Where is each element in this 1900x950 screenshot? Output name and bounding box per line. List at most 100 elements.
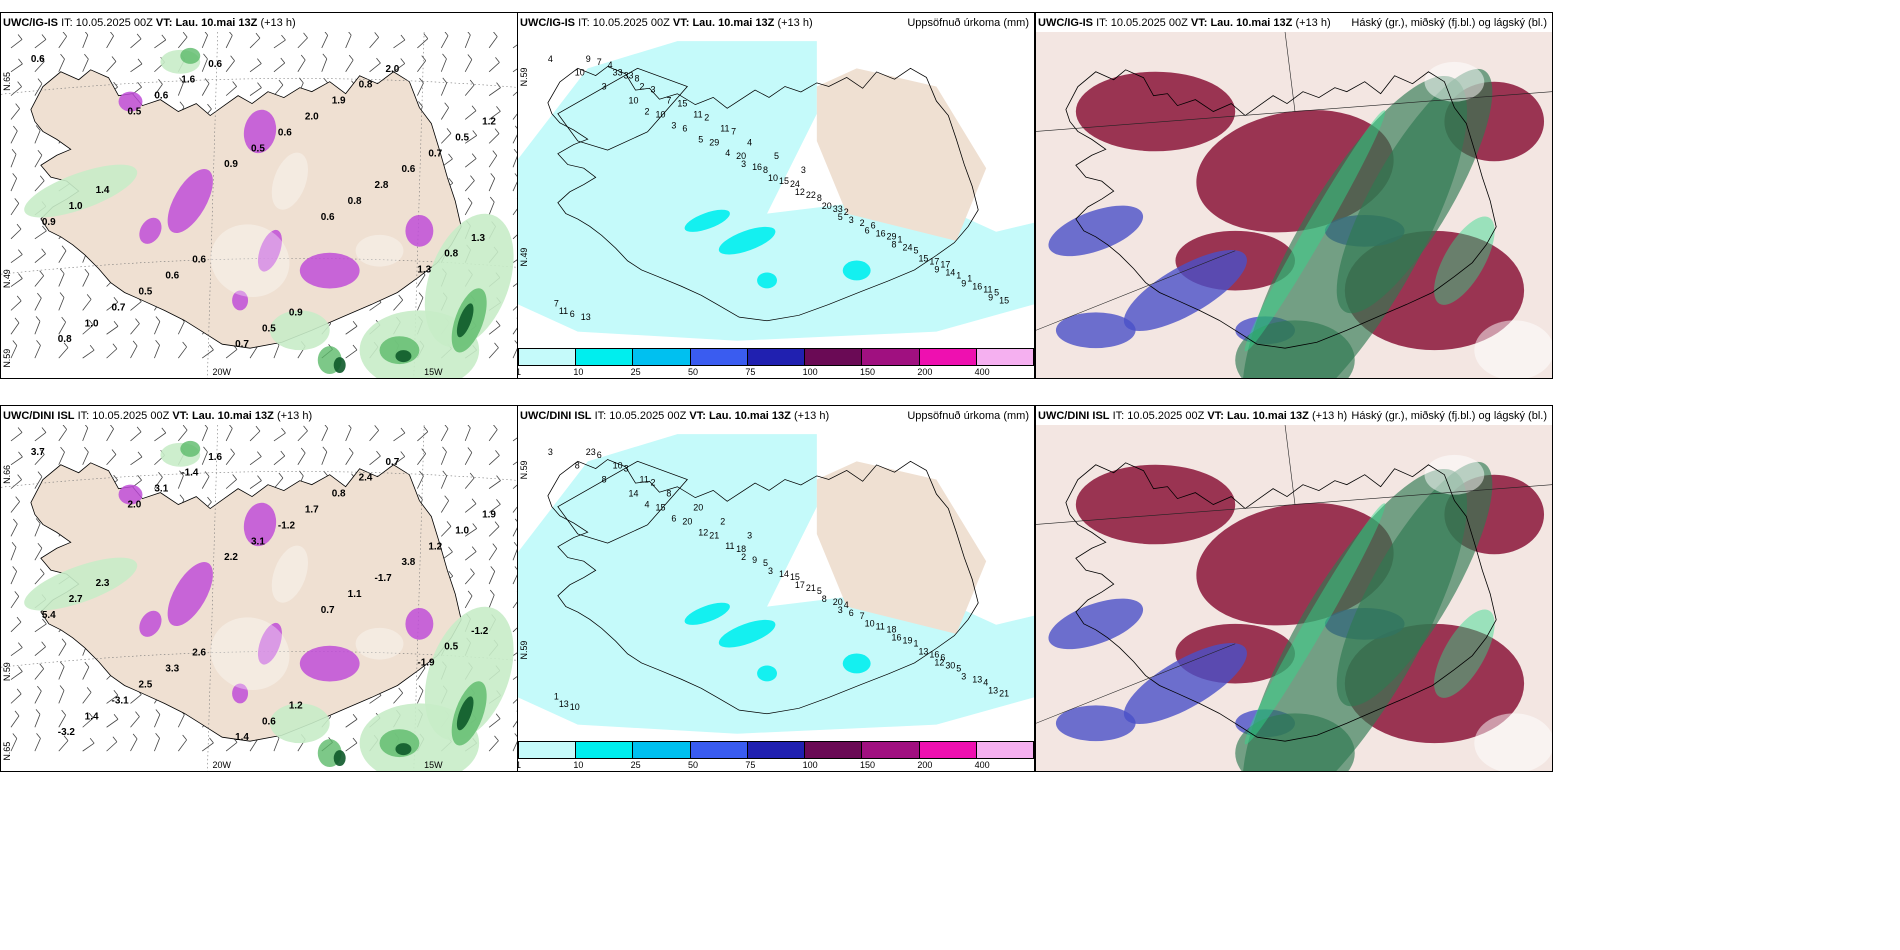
- value-label: 5: [698, 134, 703, 144]
- value-label: 0.6: [262, 716, 276, 727]
- value-label: 20: [682, 516, 692, 526]
- value-label: 14: [945, 267, 955, 277]
- value-label: 0.7: [321, 605, 335, 616]
- precip-colorbar: 1 10 25 50 75 100 150 200 400: [518, 741, 1034, 771]
- value-label: 2: [741, 552, 746, 562]
- colorbar-tick: 10: [573, 367, 584, 377]
- value-label: 15: [999, 295, 1009, 305]
- colorbar-cell: [805, 742, 863, 758]
- value-label: 0.5: [138, 286, 152, 297]
- value-label: 7: [860, 611, 865, 621]
- colorbar-cell: [690, 742, 748, 758]
- value-label: 0.6: [278, 127, 292, 138]
- value-label: 1: [967, 273, 972, 283]
- value-label: 16: [752, 162, 762, 172]
- value-label: 9: [934, 264, 939, 274]
- value-label: 20: [693, 502, 703, 512]
- value-label: 20: [822, 201, 832, 211]
- field-shading: [1235, 461, 1493, 771]
- map-cloud-bottom[interactable]: [1036, 425, 1552, 771]
- value-label: 2: [650, 478, 655, 488]
- colorbar-tick: 50: [688, 760, 699, 770]
- map-wind-top[interactable]: 0.6 0.5 0.9 0.6 1.3 0.8 0.6 0.5 0.8 0.8 1.0 1.6 0.6 2…: [1, 32, 517, 378]
- colorbar-tick: 400: [974, 760, 990, 770]
- lead-time: (+13 h): [276, 410, 313, 422]
- value-label: 1.1: [348, 589, 362, 600]
- colorbar-cell: [576, 742, 634, 758]
- value-label: 15: [790, 572, 800, 582]
- value-label: 0.7: [235, 339, 249, 350]
- value-label: 9: [752, 555, 757, 565]
- value-label: 8: [635, 74, 640, 84]
- field-shading: [1244, 110, 1495, 352]
- init-time: 10.05.2025 00Z: [92, 410, 170, 422]
- axis-label: 15W: [424, 760, 443, 770]
- value-label: 1.9: [482, 509, 496, 520]
- value-label: 33: [833, 204, 843, 214]
- field-shading: [118, 91, 434, 311]
- value-label: 0.8: [359, 80, 373, 91]
- panel-header: UWC/IG-IS IT: 10.05.2025 00Z VT: Lau. 10…: [1037, 14, 1551, 32]
- value-label: 11: [720, 123, 729, 133]
- field-shading: [210, 152, 404, 297]
- value-label: 8: [817, 193, 822, 203]
- value-label: 0.9: [289, 307, 303, 318]
- value-label: -3.1: [112, 695, 130, 706]
- map-precip-bottom[interactable]: 3 4 2 3 12 8 6 3 10 3 8 12 17 16 13 14 11 8 13 13 15 9 6 30 23 20…: [518, 425, 1034, 741]
- axis-label: N.49: [519, 248, 529, 267]
- value-label: 1: [554, 691, 559, 701]
- value-label: 1.9: [332, 96, 346, 107]
- it-label: IT:: [594, 410, 607, 422]
- panel-bottom-right: UWC/DINI ISL IT: 10.05.2025 00Z VT: Lau.…: [1035, 405, 1553, 772]
- value-label: 9: [586, 54, 591, 64]
- value-label: 1.6: [208, 452, 222, 463]
- vt-label: VT:: [1207, 410, 1224, 422]
- value-label: 14: [629, 489, 639, 499]
- value-label: 3: [548, 447, 553, 457]
- value-label: 2: [640, 82, 645, 92]
- value-label: 13: [559, 699, 569, 709]
- value-label: 13: [581, 312, 591, 322]
- map-cloud-top[interactable]: [1036, 32, 1552, 378]
- map-svg: [1036, 425, 1552, 771]
- value-label: 0.9: [42, 217, 56, 228]
- value-label: 5: [763, 558, 768, 568]
- value-label: 2.7: [69, 594, 83, 605]
- it-label: IT:: [578, 17, 590, 29]
- panel-top-left: UWC/IG-IS IT: 10.05.2025 00Z VT: Lau. 10…: [0, 12, 518, 379]
- precip-shading: [518, 41, 1034, 341]
- colorbar-cell: [519, 349, 577, 365]
- panel-right-title: [512, 14, 516, 32]
- field-shading: [684, 602, 871, 682]
- lead-time: (+13 h): [793, 410, 830, 422]
- axis-label: N.59: [2, 662, 12, 681]
- map-svg: [1036, 32, 1552, 378]
- lead-time: (+13 h): [1295, 17, 1331, 29]
- value-label: -1.2: [471, 626, 489, 637]
- axis-label: 20W: [213, 367, 232, 377]
- axis-label: 20W: [213, 760, 232, 770]
- value-label: 4: [747, 137, 752, 147]
- panel-right-title: Háský (gr.), miðský (fj.bl.) og lágský (…: [1351, 410, 1547, 422]
- value-label: 7: [731, 126, 736, 136]
- field-shading: [1424, 61, 1552, 378]
- colorbar-tick: 1: [518, 367, 521, 377]
- colorbar-cell: [976, 349, 1033, 365]
- value-label: 2: [704, 112, 709, 122]
- value-label: 0.6: [192, 255, 206, 266]
- value-label: 2: [720, 516, 725, 526]
- map-wind-bottom[interactable]: 3.7 2.0 2.2 0.7 -1.9 -3.2 3.1 3.1 1.1 0.5 1.4 -1.4 -…: [1, 425, 517, 771]
- value-label: 15: [918, 254, 928, 264]
- value-label: 8: [575, 461, 580, 471]
- value-label: 11: [559, 306, 568, 316]
- value-label: 15: [655, 502, 665, 512]
- value-label: -1.2: [278, 520, 296, 531]
- value-label: 4: [725, 148, 730, 158]
- coastline: [1065, 69, 1497, 349]
- map-precip-top[interactable]: 4 2 3 5 9 10 3 10 6 9 3 5 12 8 9 10 4 20 15 11 10 16 3 14 9 6 15 16…: [518, 32, 1034, 348]
- it-label: IT:: [1112, 410, 1125, 422]
- value-label: 2.2: [224, 552, 238, 563]
- value-label: 9: [988, 292, 993, 302]
- value-label: 5: [956, 663, 961, 673]
- value-label: 1.4: [96, 185, 110, 196]
